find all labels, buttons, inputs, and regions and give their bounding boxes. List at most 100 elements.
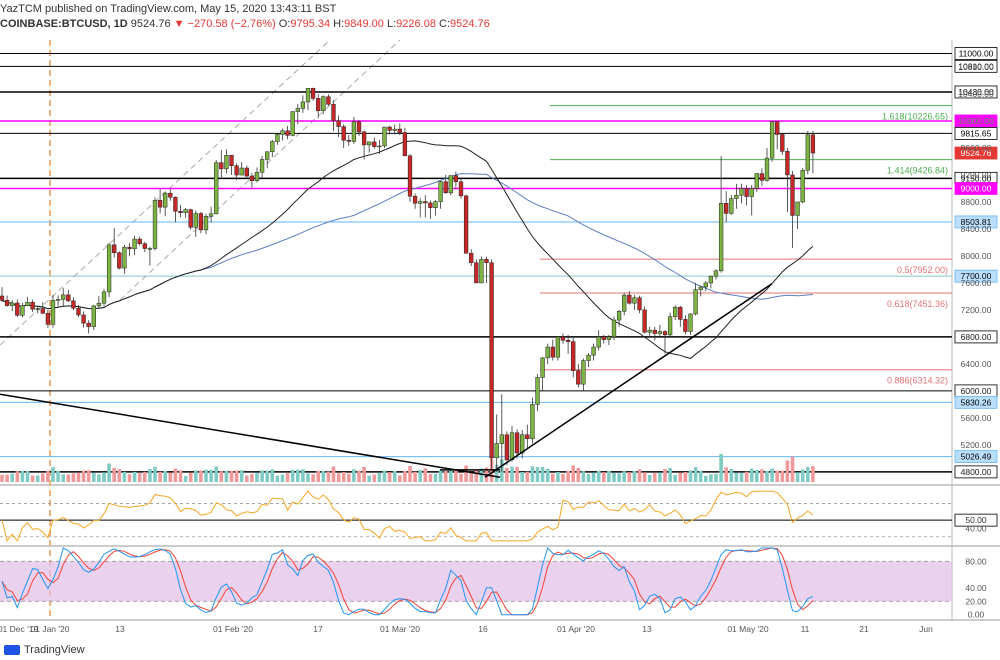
volume-bar	[403, 470, 407, 482]
candle-body	[484, 259, 489, 263]
candle	[101, 288, 107, 307]
chart-header: YazTCM published on TradingView.com, May…	[0, 0, 1000, 40]
volume-bar	[341, 472, 346, 482]
candle-body	[367, 141, 372, 146]
symbol-name: COINBASE:BTCUSD, 1D	[0, 18, 128, 30]
volume-bar	[239, 470, 244, 482]
candle-body	[611, 319, 617, 338]
price-chart[interactable]: 11000.00 10810.00 10430.00 1.618(10226.65) 1…	[0, 0, 1000, 640]
candle-body	[474, 262, 479, 284]
candle	[86, 320, 91, 334]
candle-body	[208, 213, 214, 217]
candle	[193, 210, 198, 237]
candle	[433, 199, 438, 216]
candle-body	[341, 126, 346, 141]
candle	[382, 126, 387, 148]
candle	[4, 295, 10, 307]
candle-body	[616, 311, 622, 321]
price-tag	[954, 182, 998, 195]
candle-body	[71, 300, 76, 309]
candle	[499, 394, 504, 472]
candle	[555, 336, 561, 361]
volume-bar	[515, 466, 519, 482]
volume-bar	[61, 474, 65, 482]
candle	[683, 315, 688, 335]
candle-body	[224, 155, 229, 170]
stoch-axis-tick: 20.00	[965, 596, 987, 606]
candle-body	[188, 209, 193, 228]
time-axis-tick: 16	[478, 624, 488, 634]
candle-body	[453, 175, 459, 182]
volume-bar	[352, 469, 356, 482]
volume-bar	[270, 469, 275, 482]
candle-body	[163, 192, 168, 208]
candle	[152, 197, 158, 251]
candles	[0, 87, 816, 472]
volume-bar	[530, 466, 535, 482]
candle	[45, 309, 51, 329]
candle	[10, 300, 15, 312]
candle	[514, 429, 520, 459]
candle-body	[642, 309, 647, 333]
candle-body	[147, 248, 153, 250]
volume-bar	[178, 470, 183, 482]
volume-bar	[71, 473, 76, 482]
candle-body	[749, 188, 754, 197]
time-axis-tick: 21	[859, 624, 869, 634]
candle	[560, 333, 566, 344]
last-price: 9524.76	[130, 18, 171, 30]
volume-bar	[194, 470, 198, 482]
price-axis-tick: 8800.00	[961, 197, 992, 207]
candle	[489, 259, 494, 470]
volume-bar	[168, 472, 173, 482]
volume-bar	[479, 468, 484, 482]
price-axis-tick: 10000.00	[958, 116, 994, 126]
price-tag	[954, 59, 998, 73]
volume-bar	[591, 472, 596, 482]
stoch-axis-tick: 40.00	[965, 583, 987, 593]
price-tag-label: 4800.00	[961, 467, 992, 477]
candle-body	[494, 443, 499, 458]
candle	[591, 343, 596, 361]
volume-bar	[739, 472, 744, 482]
candle	[662, 330, 668, 354]
candle-body	[361, 131, 367, 146]
candle-body	[423, 201, 428, 204]
price-tag-label: 9150.00	[961, 173, 992, 183]
volume-bar	[658, 472, 662, 482]
candle	[494, 414, 499, 472]
volume-bar	[56, 470, 60, 482]
volume-bar	[428, 474, 433, 482]
price-tag-label: 9815.65	[961, 128, 992, 138]
candle	[106, 242, 112, 298]
candle-body	[387, 126, 392, 131]
candle-body	[407, 155, 413, 197]
candle-body	[372, 141, 377, 147]
candle	[596, 330, 601, 351]
candle	[484, 256, 489, 283]
volume-bar	[387, 472, 392, 482]
price-tag	[954, 114, 998, 128]
volume-bar	[755, 470, 759, 482]
time-axis-tick: 01 Jan '20	[31, 624, 70, 634]
candle	[622, 293, 627, 316]
candle-body	[565, 340, 571, 342]
candle-body	[718, 203, 724, 272]
volume-bar	[158, 471, 162, 482]
volume-bar	[20, 470, 25, 482]
volume-bar	[469, 472, 473, 482]
candle	[259, 156, 265, 178]
candle	[234, 163, 239, 181]
price-tag	[954, 215, 998, 229]
candle-body	[0, 295, 5, 301]
candle	[275, 133, 280, 145]
volume-bar	[280, 474, 285, 482]
candle	[35, 306, 40, 314]
candle	[265, 151, 270, 169]
candle-body	[810, 134, 816, 154]
price-tag	[954, 465, 998, 479]
volume-bar	[76, 472, 81, 482]
candle	[576, 363, 581, 388]
candle	[239, 162, 244, 176]
candle	[208, 206, 214, 223]
